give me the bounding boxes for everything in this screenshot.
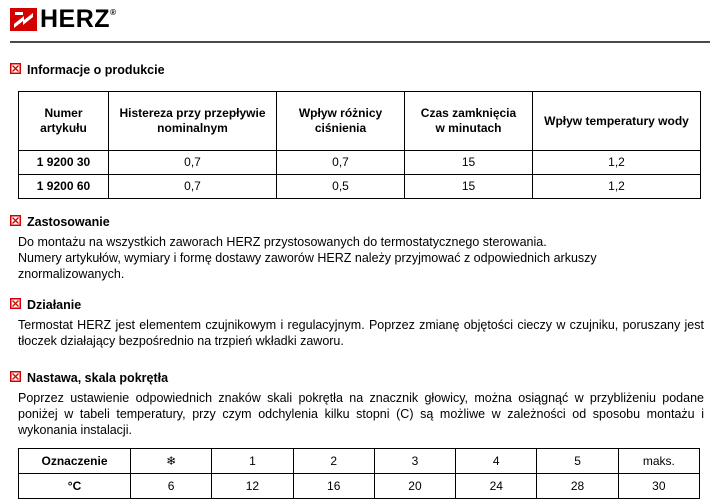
- section-title-nastawa: Nastawa, skala pokrętła: [27, 371, 169, 385]
- row-header-cell: °C: [18, 473, 131, 499]
- table-cell: 30: [617, 473, 701, 499]
- frost-symbol-cell: ❄: [129, 448, 213, 474]
- section-title-zastosowanie: Zastosowanie: [27, 215, 110, 229]
- zastosowanie-paragraph-1: Do montażu na wszystkich zaworach HERZ p…: [18, 235, 547, 249]
- table-cell: 0,7: [108, 174, 277, 199]
- table-cell: 5: [536, 448, 619, 474]
- settings-table-row-marks: Oznaczenie ❄ 1 2 3 4 5 maks.: [18, 448, 701, 474]
- logo-wordmark: HERZ: [40, 5, 111, 33]
- table-cell: 0,7: [276, 150, 405, 175]
- zastosowanie-paragraph-2: Numery artykułów, wymiary i formę dostaw…: [18, 251, 597, 281]
- herz-logo-text: HERZ®: [40, 5, 116, 33]
- table-cell: 3: [373, 448, 457, 474]
- table-cell: 15: [404, 150, 533, 175]
- table-cell: maks.: [617, 448, 701, 474]
- article-number-cell: 1 9200 60: [18, 174, 109, 199]
- table-cell: 0,5: [276, 174, 405, 199]
- settings-table: Oznaczenie ❄ 1 2 3 4 5 maks. °C 6 12 16 …: [18, 448, 701, 499]
- column-header: Czas zamknięcia w minutach: [404, 91, 533, 151]
- column-header: Wpływ temperatury wody: [532, 91, 701, 151]
- section-title-product: Informacje o produkcie: [27, 63, 165, 77]
- row-header-cell: Oznaczenie: [18, 448, 131, 474]
- section-zastosowanie: Zastosowanie: [10, 213, 710, 231]
- table-cell: 1,2: [532, 150, 701, 175]
- registered-trademark: ®: [110, 8, 116, 17]
- table-cell: 4: [455, 448, 538, 474]
- table-cell: 1,2: [532, 174, 701, 199]
- section-bullet-icon: [10, 369, 21, 387]
- dzialanie-paragraph: Termostat HERZ jest elementem czujnikowy…: [18, 318, 704, 348]
- settings-table-row-temps: °C 6 12 16 20 24 28 30: [18, 473, 701, 499]
- section-dzialanie: Działanie: [10, 296, 710, 314]
- section-product-info: Informacje o produkcie: [10, 61, 710, 79]
- table-cell: 24: [455, 473, 538, 499]
- column-header: Numer artykułu: [18, 91, 109, 151]
- article-number-cell: 1 9200 30: [18, 150, 109, 175]
- table-cell: 1: [211, 448, 294, 474]
- table-cell: 12: [211, 473, 294, 499]
- section-bullet-icon: [10, 213, 21, 231]
- table-cell: 16: [292, 473, 375, 499]
- section-bullet-icon: [10, 61, 21, 79]
- table-cell: 28: [536, 473, 619, 499]
- table-row: 1 9200 60 0,7 0,5 15 1,2: [18, 174, 701, 199]
- product-table-header-row: Numer artykułu Histereza przy przepływie…: [18, 91, 701, 151]
- table-cell: 0,7: [108, 150, 277, 175]
- table-cell: 2: [292, 448, 375, 474]
- section-title-dzialanie: Działanie: [27, 298, 82, 312]
- page-header: HERZ®: [10, 5, 710, 43]
- column-header: Wpływ różnicy ciśnienia: [276, 91, 405, 151]
- section-nastawa: Nastawa, skala pokrętła: [10, 369, 710, 387]
- nastawa-paragraph: Poprzez ustawienie odpowiednich znaków s…: [18, 391, 704, 437]
- table-cell: 20: [373, 473, 457, 499]
- product-table: Numer artykułu Histereza przy przepływie…: [18, 91, 701, 199]
- table-cell: 15: [404, 174, 533, 199]
- column-header: Histereza przy przepływie nominalnym: [108, 91, 277, 151]
- table-cell: 6: [129, 473, 213, 499]
- table-row: 1 9200 30 0,7 0,7 15 1,2: [18, 150, 701, 175]
- herz-logo-icon: [10, 8, 37, 36]
- section-bullet-icon: [10, 296, 21, 314]
